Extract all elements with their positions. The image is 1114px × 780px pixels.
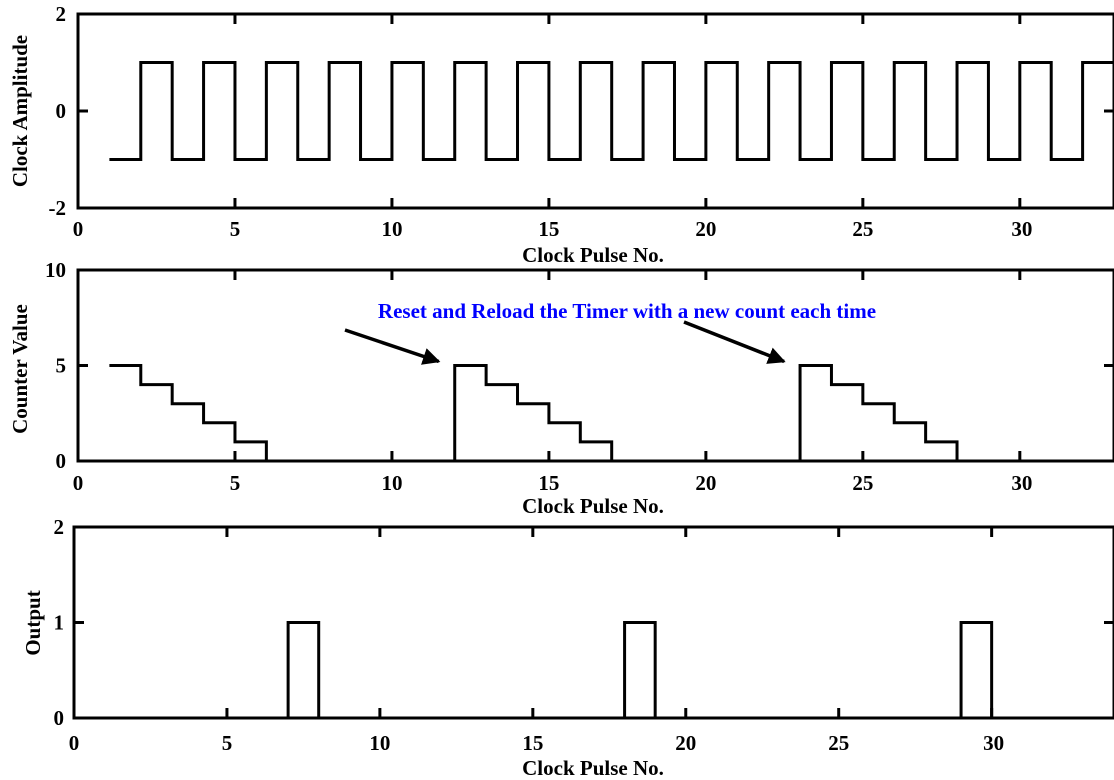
y-tick-label: 2 <box>54 515 65 539</box>
x-tick-label: 0 <box>73 471 84 495</box>
counter-value-line <box>109 364 1114 463</box>
y-tick-label: 0 <box>56 449 67 473</box>
x-tick-label: 0 <box>73 217 84 241</box>
x-tick-label: 5 <box>230 217 241 241</box>
output-plot-frame <box>72 525 1114 720</box>
clock-y-axis-title: Clock Amplitude <box>8 35 32 187</box>
counter-y-axis-title: Counter Value <box>8 304 32 434</box>
annotation-arrow <box>344 328 441 365</box>
x-tick-label: 5 <box>230 471 241 495</box>
x-tick-label: 10 <box>381 471 402 495</box>
x-tick-label: 30 <box>983 731 1004 755</box>
x-tick-label: 20 <box>695 471 716 495</box>
x-tick-label: 5 <box>222 731 233 755</box>
x-tick-label: 10 <box>369 731 390 755</box>
x-tick-label: 20 <box>675 731 696 755</box>
x-tick-label: 25 <box>828 731 849 755</box>
clock-plot-frame <box>76 12 1114 210</box>
x-tick-label: 0 <box>69 731 80 755</box>
reset-annotation-text: Reset and Reload the Timer with a new co… <box>378 299 876 323</box>
y-tick-label: 2 <box>56 2 67 26</box>
x-tick-label: 15 <box>538 217 559 241</box>
output-y-axis-title: Output <box>21 590 45 655</box>
counter-x-axis-title: Clock Pulse No. <box>522 494 664 518</box>
annotation-arrow <box>683 320 786 364</box>
clock-x-axis-title: Clock Pulse No. <box>522 243 664 267</box>
output-axis-ticks: 0 5 10 15 20 25 30 0 1 2 <box>54 515 1114 755</box>
x-tick-label: 10 <box>381 217 402 241</box>
x-tick-label: 25 <box>852 217 873 241</box>
y-tick-label: 1 <box>54 611 65 635</box>
x-tick-label: 15 <box>522 731 543 755</box>
x-tick-label: 30 <box>1011 471 1032 495</box>
x-tick-label: 15 <box>538 471 559 495</box>
y-tick-label: 0 <box>56 99 67 123</box>
y-tick-label: 0 <box>54 706 65 730</box>
x-tick-label: 20 <box>695 217 716 241</box>
counter-panel: 0 5 10 15 20 25 30 0 5 10 Clock Pulse No. Counter… <box>8 258 1114 518</box>
clock-axis-ticks: 0 5 10 15 20 25 30-202 <box>49 2 1114 241</box>
output-panel: 0 5 10 15 20 25 30 0 1 2 Clock Pulse No. Output <box>21 515 1114 780</box>
counter-axis-ticks: 0 5 10 15 20 25 30 0 5 10 <box>45 258 1114 495</box>
x-tick-label: 30 <box>1011 217 1032 241</box>
y-tick-label: 5 <box>56 354 67 378</box>
y-tick-label: 10 <box>45 258 66 282</box>
y-tick-label: -2 <box>49 196 67 220</box>
output-signal-line <box>104 621 1114 720</box>
x-tick-label: 25 <box>852 471 873 495</box>
output-x-axis-title: Clock Pulse No. <box>522 756 664 780</box>
clock-panel: 0 5 10 15 20 25 30-202 Clock Pulse No. Clock A… <box>8 2 1114 267</box>
annotation-arrows <box>344 320 786 365</box>
clock-signal-line <box>109 61 1114 161</box>
